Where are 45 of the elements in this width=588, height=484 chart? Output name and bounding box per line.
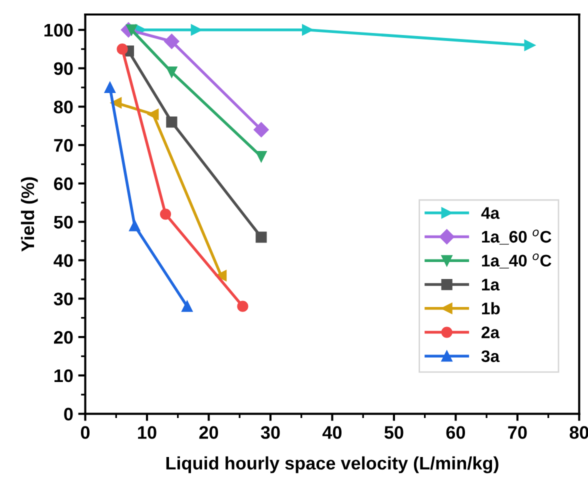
point [129,220,140,232]
legend-label: 3a [481,350,500,362]
x-axis-title: Liquid hourly space velocity (L/min/kg) [166,456,498,474]
y-tick-label: 10 [54,369,73,382]
point [302,24,314,36]
y-tick-label: 70 [54,138,73,152]
x-tick-label: 60 [446,426,466,439]
x-tick-label: 70 [508,426,527,439]
point [237,300,248,312]
y-tick-label: 0 [64,408,73,421]
legend-label: 1a_40 $^{o}$C [482,253,552,268]
x-tick-label: 0 [80,426,90,439]
legend-label: 1a [482,278,500,291]
point [160,208,172,220]
legend-label: 1b [482,302,500,314]
legend-label: 2a [482,326,500,338]
x-tick-label: 50 [384,426,404,439]
point [256,232,267,243]
x-tick-label: 40 [322,426,342,439]
point [182,300,193,312]
point [104,82,116,94]
point [254,122,269,138]
y-tick-label: 20 [54,330,73,344]
x-tick-label: 10 [138,426,156,439]
x-tick-label: 80 [570,426,588,439]
point [164,34,180,49]
y-tick-label: 80 [54,100,73,114]
y-axis-title: Yield (%) [20,177,38,252]
y-tick-label: 90 [54,62,73,75]
y-tick-label: 60 [54,177,73,190]
y-tick-label: 100 [44,24,73,37]
point [190,24,202,36]
point [148,108,159,120]
legend-label: 4a [481,207,500,219]
x-tick-label: 30 [260,426,280,439]
legend-label: 1a_60 $^{o}$C [482,230,552,245]
x-tick-label: 20 [199,426,218,439]
point [116,44,128,55]
point [166,116,178,128]
point [256,151,267,162]
y-tick-label: 40 [54,254,73,267]
y-tick-label: 50 [54,216,73,229]
point [166,66,178,78]
y-tick-label: 30 [54,292,73,306]
point [524,40,536,51]
